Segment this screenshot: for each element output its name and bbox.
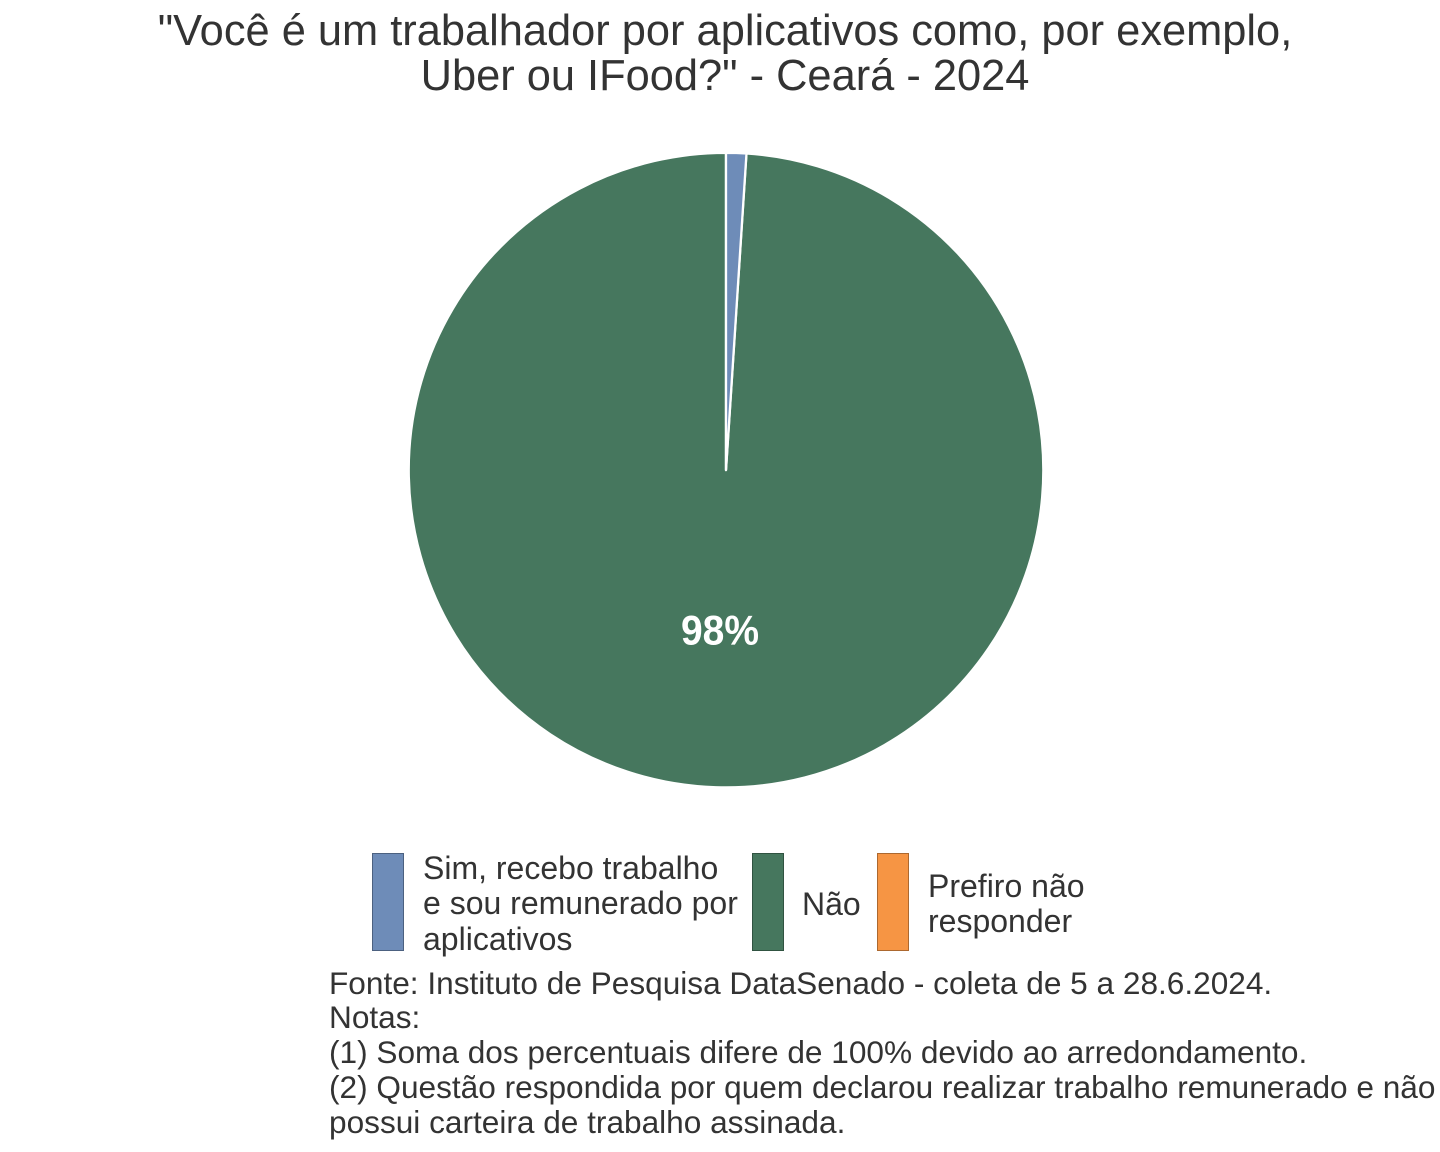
svg-text:98%: 98% bbox=[681, 606, 759, 653]
